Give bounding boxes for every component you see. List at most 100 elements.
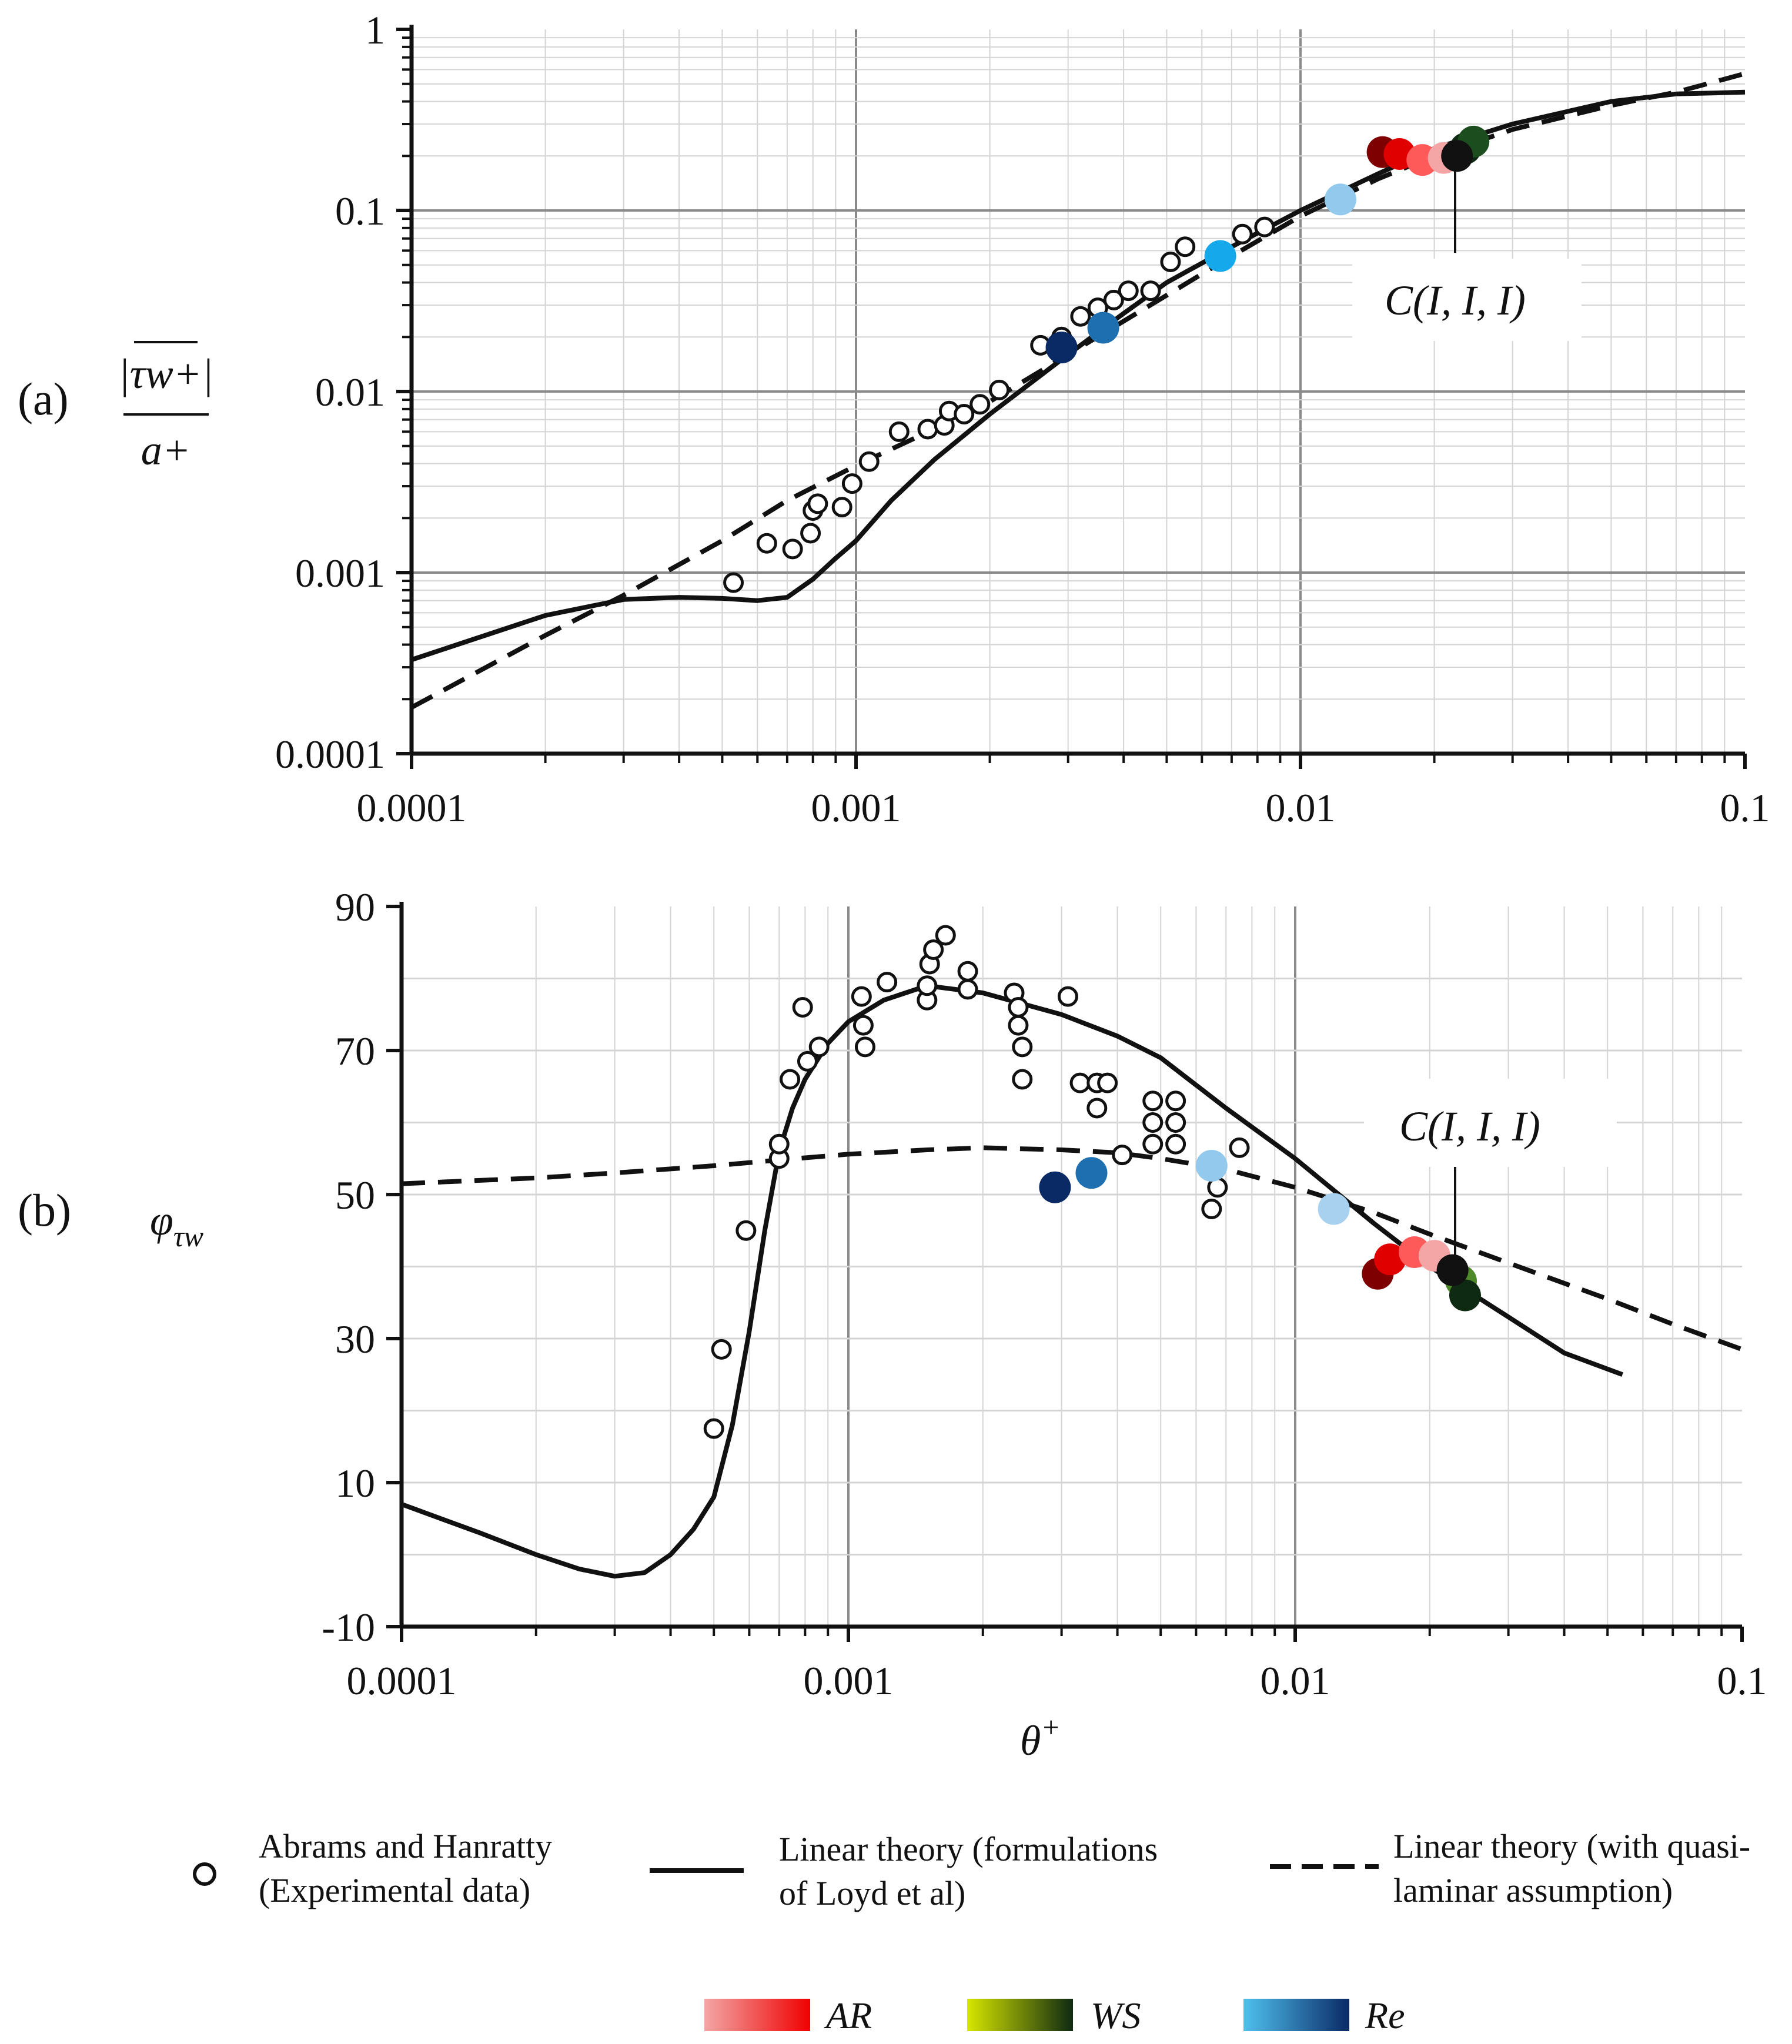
experimental-point xyxy=(711,1339,732,1360)
panel-b: 0.0001 0.001 0.01 0.1 -10 10 30 50 70 90 C(I, I, … xyxy=(18,885,1767,1764)
panel-a-ylabel-numerator: |τw+| xyxy=(118,350,213,397)
y-tick-label: -10 xyxy=(322,1605,375,1650)
experimental-point xyxy=(1008,997,1029,1018)
experimental-point xyxy=(1165,1112,1186,1133)
panel-a-tick-labels: 0.0001 0.001 0.01 0.1 0.0001 0.001 0.01 0.1 1 xyxy=(275,8,1770,830)
panel-b-grid xyxy=(402,906,1742,1627)
experimental-point xyxy=(1012,1036,1033,1058)
panel-b-ylabel-main: φ xyxy=(150,1197,173,1244)
panel-b-lines xyxy=(400,983,1743,1579)
point-c-i-i-i xyxy=(1436,1254,1469,1286)
legend-item-loyd-line2: of Loyd et al) xyxy=(779,1874,965,1912)
experimental-point xyxy=(1254,216,1275,237)
y-tick-label: 0.1 xyxy=(335,189,385,233)
panel-a-ylabel-denominator: a+ xyxy=(141,427,191,474)
x-tick-label: 0.1 xyxy=(1720,785,1770,830)
experimental-point xyxy=(1201,1199,1222,1219)
x-tick-label: 0.001 xyxy=(811,785,901,830)
series-line-quasi-laminar xyxy=(401,1145,1743,1352)
experimental-point xyxy=(1008,1015,1029,1036)
panel-b-annotation-text: C(I, I, I) xyxy=(1399,1103,1540,1150)
panel-a-annotation-box xyxy=(1352,259,1582,341)
legend-item-experimental: Abrams and Hanratty (Experimental data) xyxy=(193,1827,552,1909)
legend-item-quasi-line2: laminar assumption) xyxy=(1393,1871,1673,1909)
y-tick-label: 50 xyxy=(335,1173,375,1217)
experimental-point xyxy=(854,1036,875,1058)
point-re xyxy=(1045,332,1078,364)
legend-gradient-ar: AR xyxy=(704,1995,872,2036)
legend-open-circle-icon xyxy=(193,1862,216,1886)
experimental-point xyxy=(1103,289,1124,310)
experimental-point xyxy=(888,421,910,442)
experimental-point xyxy=(841,473,862,494)
panel-b-annotation-box xyxy=(1364,1079,1617,1167)
panel-b-label: (b) xyxy=(18,1185,71,1236)
experimental-point xyxy=(957,961,978,982)
experimental-point xyxy=(797,1051,818,1072)
experimental-point xyxy=(831,497,852,518)
legend-gradient-ar-label: AR xyxy=(824,1995,872,2036)
x-tick-label: 0.0001 xyxy=(357,785,467,830)
experimental-point xyxy=(1142,1133,1164,1155)
panel-b-xlabel-sup: + xyxy=(1041,1711,1061,1744)
experimental-point xyxy=(1165,1090,1186,1112)
experimental-point xyxy=(1086,1098,1108,1119)
experimental-point xyxy=(917,419,938,440)
experimental-point xyxy=(1069,1072,1091,1093)
point-re xyxy=(1039,1171,1071,1203)
experimental-point xyxy=(756,533,777,554)
panel-b-annotation: C(I, I, I) xyxy=(1364,1079,1617,1264)
experimental-point xyxy=(877,972,898,993)
experimental-point xyxy=(858,451,880,472)
experimental-point xyxy=(923,939,944,960)
point-re xyxy=(1324,183,1356,216)
panel-b-y-axis-label: φτw xyxy=(150,1197,203,1253)
experimental-point xyxy=(782,538,803,560)
experimental-point xyxy=(852,1015,874,1036)
experimental-point xyxy=(1229,1137,1250,1158)
point-c-i-i-i xyxy=(1441,140,1473,172)
point-re xyxy=(1204,240,1236,272)
panel-b-points xyxy=(703,925,1481,1439)
point-ar xyxy=(1374,1243,1406,1276)
experimental-point xyxy=(1057,986,1078,1007)
panel-a-label: (a) xyxy=(18,373,69,424)
y-tick-label: 0.01 xyxy=(315,370,385,414)
experimental-point xyxy=(1112,1145,1133,1166)
experimental-point xyxy=(1118,280,1139,302)
point-re xyxy=(1318,1193,1350,1225)
experimental-point xyxy=(917,975,938,996)
panel-a-grid xyxy=(412,29,1745,754)
point-ws xyxy=(1449,1279,1481,1312)
experimental-point xyxy=(800,523,821,544)
experimental-point xyxy=(780,1069,801,1090)
x-tick-label: 0.01 xyxy=(1261,1658,1330,1703)
legend-gradient-ws-label: WS xyxy=(1091,1995,1141,2036)
experimental-point xyxy=(1142,1112,1164,1133)
y-tick-label: 30 xyxy=(335,1317,375,1361)
panel-a-y-axis-label: |τw+| a+ xyxy=(118,341,213,474)
experimental-point xyxy=(1160,251,1181,272)
y-tick-label: 70 xyxy=(335,1029,375,1073)
panel-b-tick-labels: 0.0001 0.001 0.01 0.1 -10 10 30 50 70 90 xyxy=(322,885,1767,1703)
series-line-loyd xyxy=(400,983,1623,1579)
experimental-point xyxy=(989,379,1010,400)
legend-item-quasi-line1: Linear theory (with quasi- xyxy=(1393,1827,1750,1865)
legend-gradient-ws-bar xyxy=(967,1999,1073,2031)
legend-item-loyd-line1: Linear theory (formulations xyxy=(779,1830,1158,1868)
panel-a-annotation-text: C(I, I, I) xyxy=(1385,277,1526,324)
y-tick-label: 0.001 xyxy=(295,551,385,596)
legend-gradient-ws: WS xyxy=(967,1995,1141,2036)
experimental-point xyxy=(1232,223,1253,245)
point-re xyxy=(1087,312,1119,344)
experimental-point xyxy=(1070,306,1091,327)
x-tick-label: 0.1 xyxy=(1717,1658,1767,1703)
x-tick-label: 0.0001 xyxy=(347,1658,457,1703)
legend: Abrams and Hanratty (Experimental data) … xyxy=(193,1827,1750,2036)
experimental-point xyxy=(807,493,828,514)
experimental-point xyxy=(851,986,872,1007)
y-tick-label: 0.0001 xyxy=(275,732,385,777)
experimental-point xyxy=(792,997,813,1018)
panel-b-x-axis-label: θ+ xyxy=(1020,1711,1061,1764)
y-tick-label: 90 xyxy=(335,885,375,929)
